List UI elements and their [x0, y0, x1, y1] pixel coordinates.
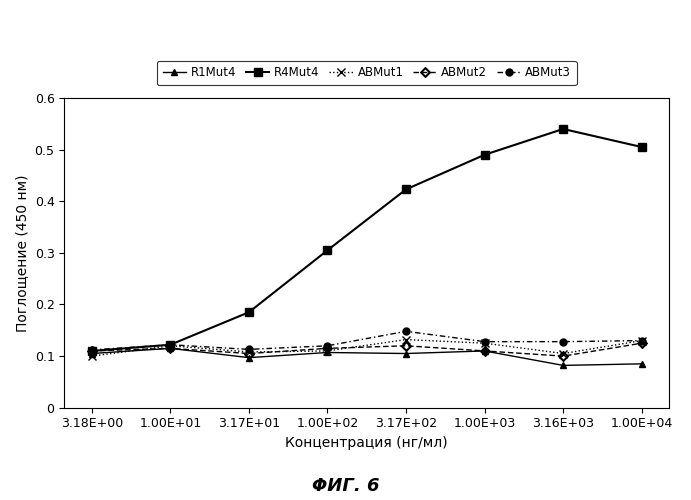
ABMut2 [480, 348, 489, 354]
R4Mut4 [480, 152, 489, 158]
ABMut3 [245, 346, 253, 352]
Line: ABMut3: ABMut3 [88, 328, 645, 353]
R4Mut4 [559, 126, 567, 132]
ABMut3 [88, 347, 96, 353]
R1Mut4 [402, 350, 410, 356]
Line: ABMut1: ABMut1 [88, 336, 646, 360]
ABMut3 [402, 328, 410, 334]
ABMut2 [559, 353, 567, 359]
ABMut3 [638, 338, 646, 344]
R1Mut4 [167, 346, 175, 352]
R1Mut4 [559, 362, 567, 368]
X-axis label: Концентрация (нг/мл): Концентрация (нг/мл) [285, 436, 448, 450]
ABMut2 [323, 346, 332, 352]
ABMut3 [480, 338, 489, 344]
R4Mut4 [88, 348, 96, 354]
ABMut3 [323, 343, 332, 349]
ABMut1 [402, 336, 410, 342]
R1Mut4 [88, 350, 96, 356]
ABMut3 [167, 342, 175, 347]
Line: R4Mut4: R4Mut4 [88, 125, 646, 355]
Line: R1Mut4: R1Mut4 [88, 345, 645, 369]
ABMut2 [402, 343, 410, 349]
R4Mut4 [245, 309, 253, 315]
Text: ΦИГ. 6: ΦИГ. 6 [312, 477, 379, 495]
ABMut1 [638, 338, 646, 344]
ABMut1 [245, 349, 253, 355]
R1Mut4 [638, 361, 646, 367]
R1Mut4 [323, 350, 332, 356]
R4Mut4 [167, 342, 175, 347]
Line: ABMut2: ABMut2 [87, 338, 647, 361]
R1Mut4 [245, 354, 253, 360]
R4Mut4 [402, 186, 410, 192]
R4Mut4 [323, 248, 332, 254]
ABMut1 [323, 348, 332, 354]
R1Mut4 [480, 348, 489, 354]
ABMut1 [480, 340, 489, 346]
ABMut2 [638, 340, 646, 346]
ABMut3 [559, 338, 567, 344]
ABMut2 [245, 350, 253, 356]
ABMut1 [167, 343, 175, 349]
ABMut2 [88, 348, 96, 354]
ABMut2 [167, 346, 175, 352]
ABMut1 [88, 353, 96, 359]
ABMut1 [559, 350, 567, 356]
R4Mut4 [638, 144, 646, 150]
Legend: R1Mut4, R4Mut4, ABMut1, ABMut2, ABMut3: R1Mut4, R4Mut4, ABMut1, ABMut2, ABMut3 [157, 60, 577, 86]
Y-axis label: Поглощение (450 нм): Поглощение (450 нм) [15, 174, 29, 332]
